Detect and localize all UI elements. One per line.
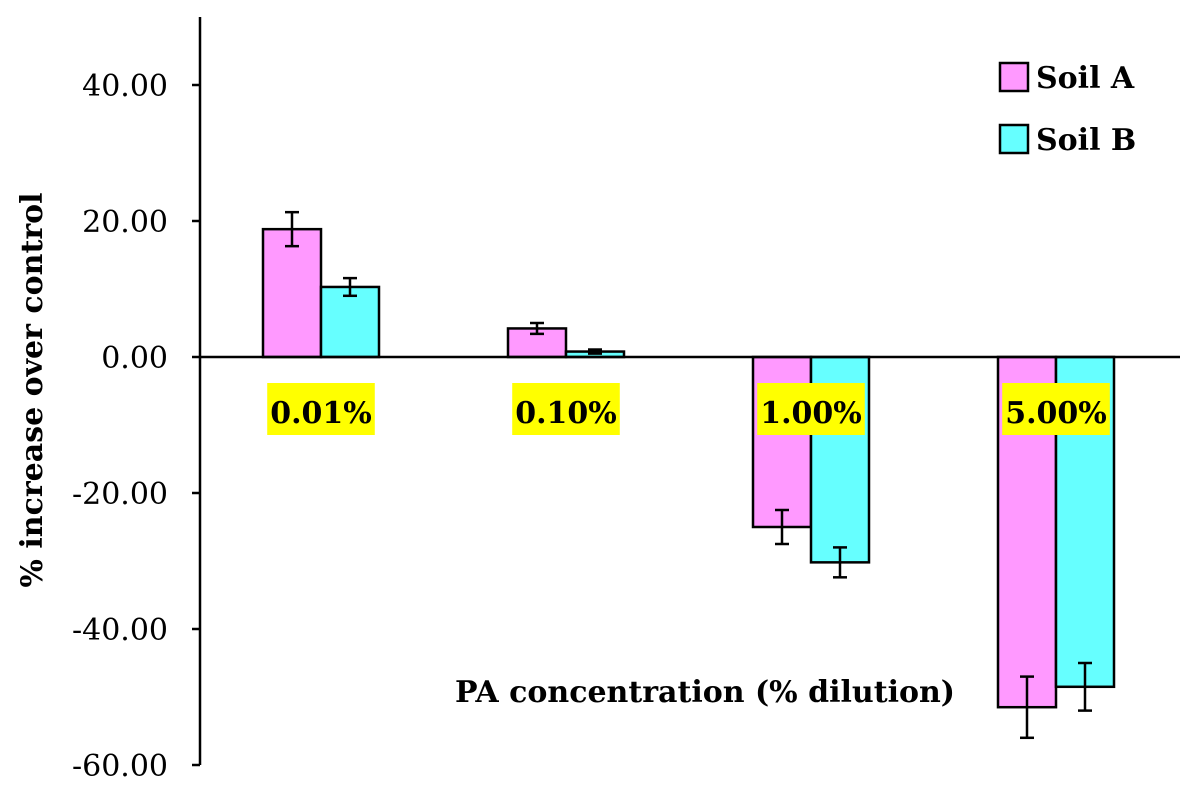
category-label-4: 5.00% bbox=[1002, 383, 1110, 435]
category-label-text: 5.00% bbox=[1005, 396, 1107, 431]
error-bar bbox=[588, 348, 602, 355]
category-label-2: 0.10% bbox=[512, 383, 620, 435]
category-labels: 0.01% 0.10% 1.00% 5.00% bbox=[267, 383, 1110, 435]
legend-label: Soil A bbox=[1036, 61, 1135, 96]
category-label-text: 0.01% bbox=[270, 396, 372, 431]
bar-soil-b-1 bbox=[319, 285, 381, 359]
error-bars bbox=[285, 210, 1092, 740]
bars bbox=[200, 227, 1180, 709]
x-axis-label: PA concentration (% dilution) bbox=[455, 675, 955, 710]
category-label-highlight bbox=[757, 383, 865, 435]
y-tick-label: -40.00 bbox=[72, 613, 168, 648]
error-bar bbox=[343, 276, 357, 298]
legend-swatch bbox=[998, 123, 1030, 155]
category-label-3: 1.00% bbox=[757, 383, 865, 435]
y-axis: 40.00 20.00 0.00 -20.00 -40.00 -60.00 bbox=[72, 17, 202, 784]
error-bar bbox=[833, 546, 847, 579]
legend: Soil A Soil B bbox=[998, 61, 1136, 158]
y-tick-label: 0.00 bbox=[101, 341, 168, 376]
category-label-highlight bbox=[267, 383, 375, 435]
error-bar bbox=[775, 508, 789, 546]
y-tick-label: -20.00 bbox=[72, 477, 168, 512]
error-bar bbox=[530, 321, 544, 336]
legend-label: Soil B bbox=[1036, 123, 1136, 158]
category-label-highlight bbox=[1002, 383, 1110, 435]
bar-soil-a-1 bbox=[261, 227, 323, 359]
y-axis-label: % increase over control bbox=[15, 192, 50, 587]
error-bar bbox=[1020, 675, 1034, 740]
bar-soil-a-3 bbox=[751, 355, 813, 529]
error-bar bbox=[285, 210, 299, 248]
y-tick-label: 40.00 bbox=[82, 69, 168, 104]
category-label-text: 1.00% bbox=[760, 396, 862, 431]
error-bar bbox=[1078, 661, 1092, 712]
category-label-text: 0.10% bbox=[515, 396, 617, 431]
category-label-1: 0.01% bbox=[267, 383, 375, 435]
y-tick-label: -60.00 bbox=[72, 749, 168, 784]
y-tick-label: 20.00 bbox=[82, 205, 168, 240]
legend-swatch bbox=[998, 61, 1030, 93]
category-label-highlight bbox=[512, 383, 620, 435]
